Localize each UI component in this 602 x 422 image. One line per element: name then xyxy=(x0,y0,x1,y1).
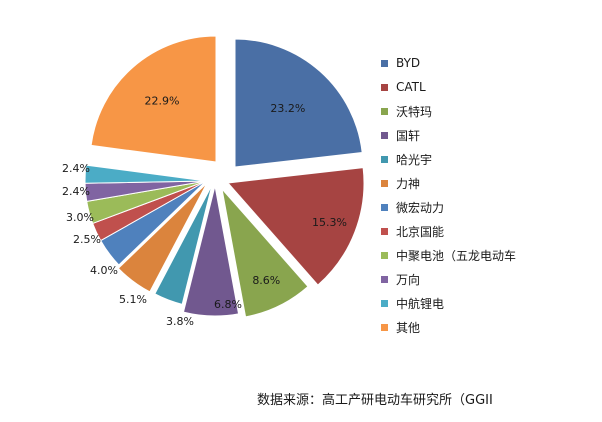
legend-label: CATL xyxy=(396,80,426,94)
legend-item: 哈光宇 xyxy=(381,147,516,171)
slice-data-label: 2.4% xyxy=(62,162,90,175)
legend-swatch xyxy=(381,131,388,139)
pie-slice xyxy=(182,185,240,317)
legend-label: 国轩 xyxy=(396,128,421,143)
legend-item: 中聚电池（五龙电动车 xyxy=(381,243,516,267)
legend-label: 中航锂电 xyxy=(396,296,445,311)
legend-item: CATL xyxy=(381,75,516,99)
legend-label: 力神 xyxy=(396,176,421,191)
legend-label: 沃特玛 xyxy=(396,104,433,119)
pie-slice xyxy=(90,35,217,163)
pie-slice xyxy=(226,167,365,286)
legend-label: 其他 xyxy=(396,320,421,335)
slice-data-label: 15.3% xyxy=(312,216,347,229)
legend: BYD CATL 沃特玛国轩哈光宇力神微宏动力北京国能中聚电池（五龙电动车 万向中航锂… xyxy=(381,51,516,339)
slice-data-label: 22.9% xyxy=(145,94,180,107)
slice-data-label: 6.8% xyxy=(214,298,242,311)
slice-data-label: 5.1% xyxy=(119,293,147,306)
legend-label: 哈光宇 xyxy=(396,152,433,167)
legend-item: 中航锂电 xyxy=(381,291,516,315)
legend-item: 力神 xyxy=(381,171,516,195)
legend-item: BYD xyxy=(381,51,516,75)
legend-swatch xyxy=(381,83,388,91)
pie-slice xyxy=(84,164,207,184)
legend-label: BYD xyxy=(396,56,421,70)
legend-swatch xyxy=(381,179,388,187)
legend-item: 万向 xyxy=(381,267,516,291)
legend-swatch xyxy=(381,203,388,211)
legend-swatch xyxy=(381,107,388,115)
legend-item: 沃特玛 xyxy=(381,99,516,123)
legend-swatch xyxy=(381,227,388,235)
slice-data-label: 23.2% xyxy=(270,102,305,115)
slice-data-label: 2.4% xyxy=(62,185,90,198)
legend-item: 国轩 xyxy=(381,123,516,147)
legend-item: 北京国能 xyxy=(381,219,516,243)
slice-data-label: 3.0% xyxy=(66,211,94,224)
legend-swatch xyxy=(381,275,388,283)
legend-label: 万向 xyxy=(396,272,421,287)
pie-slice xyxy=(117,182,208,293)
legend-swatch xyxy=(381,155,388,163)
slice-data-label: 4.0% xyxy=(90,264,118,277)
legend-item: 其他 xyxy=(381,315,516,339)
pie-slice xyxy=(221,187,309,318)
legend-swatch xyxy=(381,323,388,331)
legend-swatch xyxy=(381,251,388,259)
legend-label: 中聚电池（五龙电动车 xyxy=(396,248,517,263)
legend-label: 北京国能 xyxy=(396,224,445,239)
pie-slice xyxy=(154,184,213,305)
pie-slice xyxy=(234,38,363,168)
slice-data-label: 3.8% xyxy=(166,315,194,328)
legend-swatch xyxy=(381,299,388,307)
slice-data-label: 8.6% xyxy=(252,274,280,287)
legend-swatch xyxy=(381,59,388,67)
legend-item: 微宏动力 xyxy=(381,195,516,219)
legend-label: 微宏动力 xyxy=(396,200,445,215)
slice-data-label: 2.5% xyxy=(73,233,101,246)
source-note: 数据来源：高工产研电动车研究所（GGII xyxy=(257,393,493,408)
